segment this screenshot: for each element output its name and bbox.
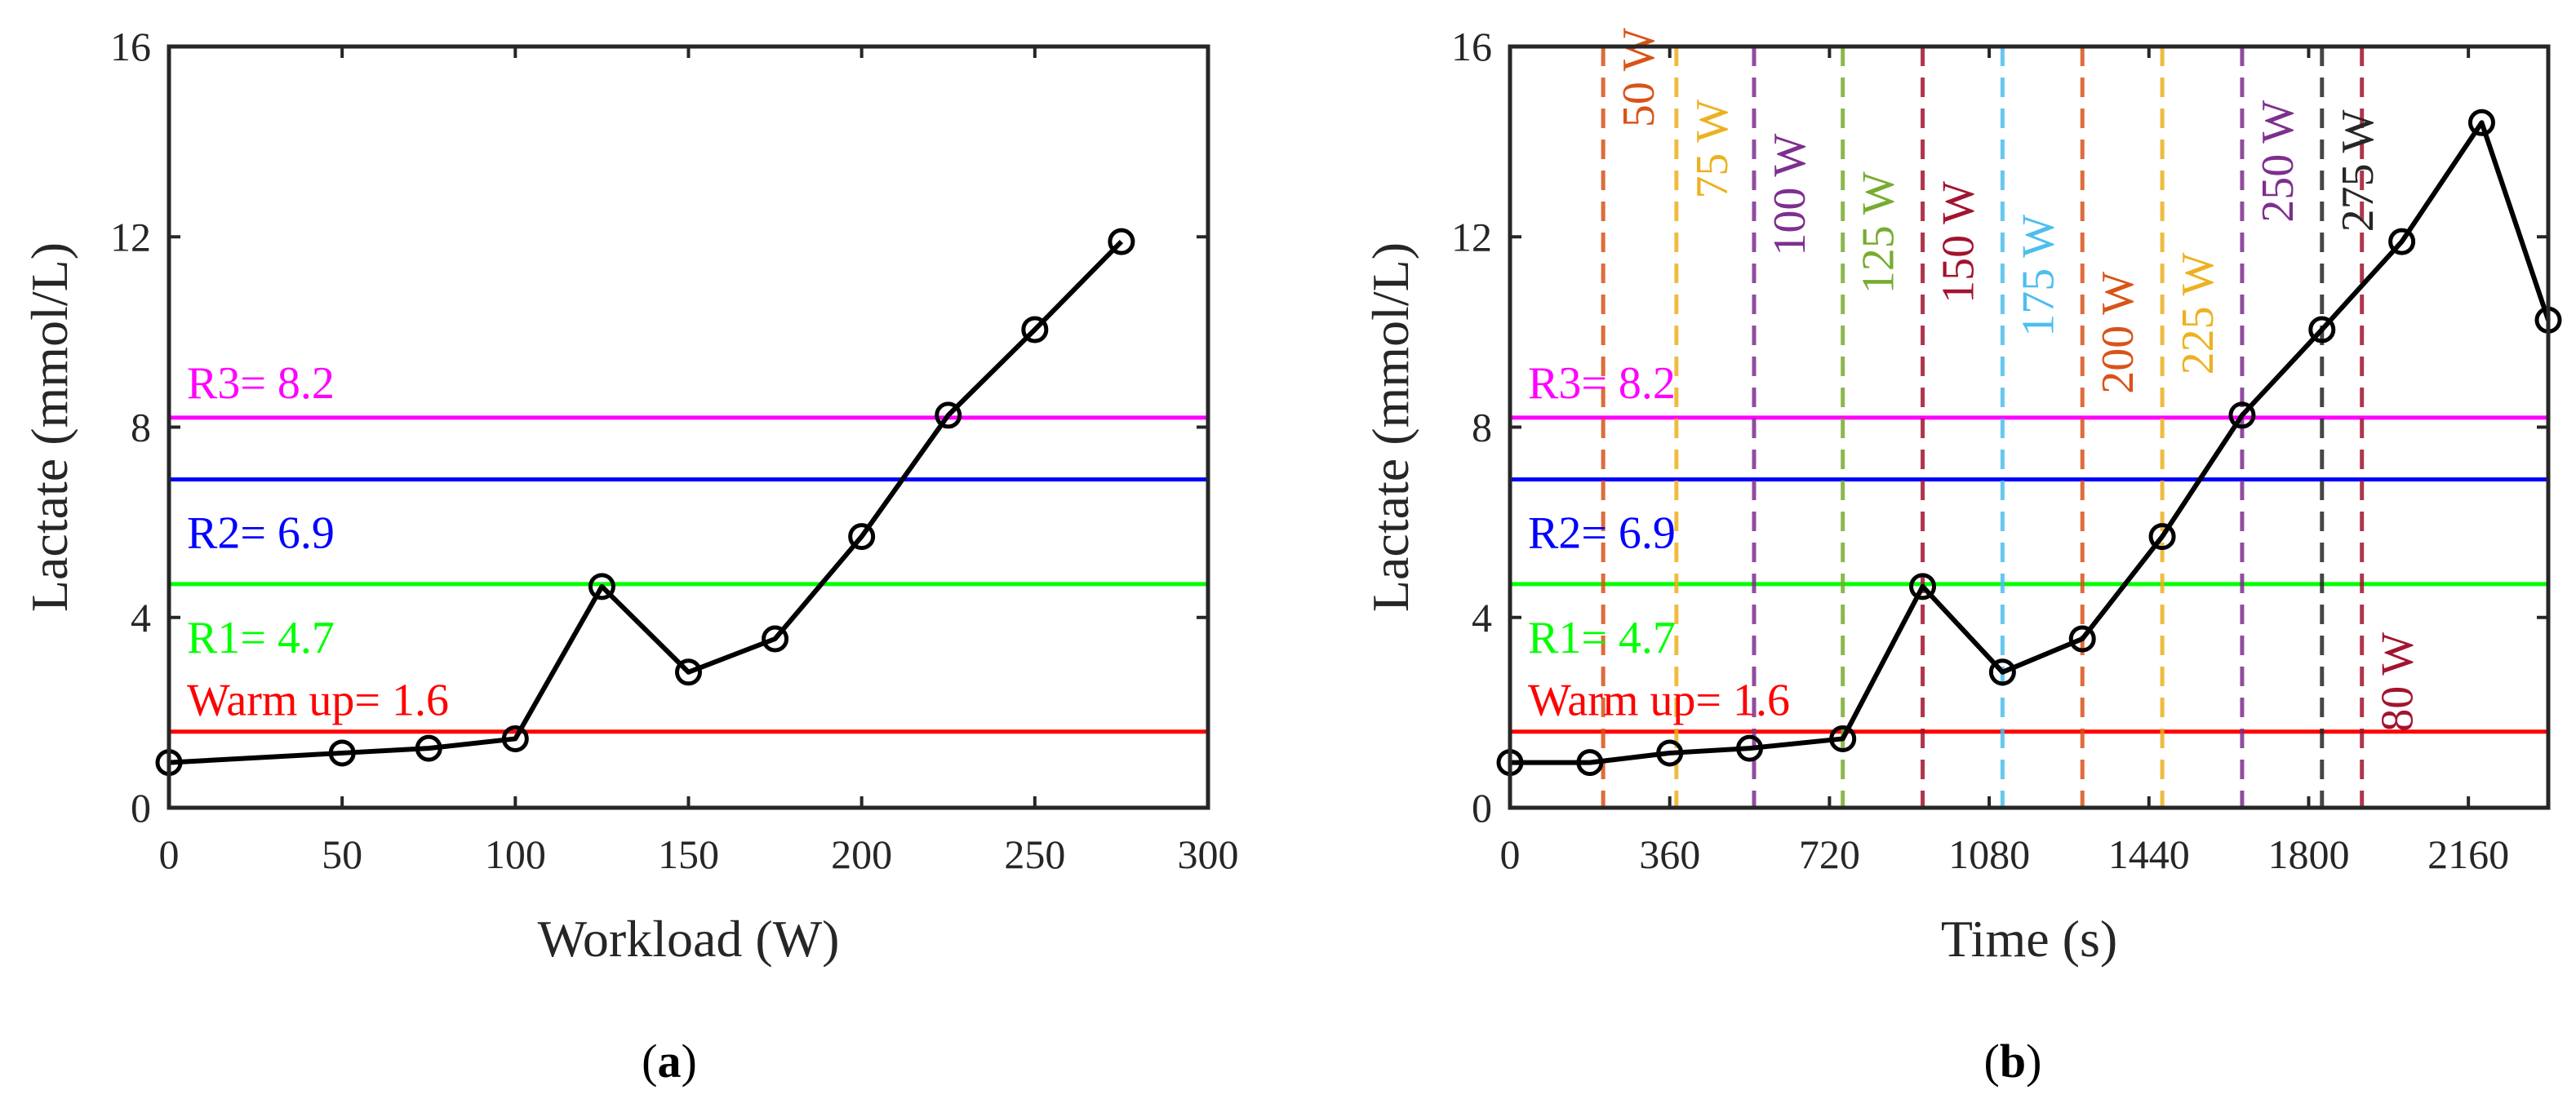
y-tick-label: 4 (131, 595, 151, 640)
reference-line-label: R1= 4.7 (187, 613, 335, 663)
y-tick-label: 0 (1472, 785, 1492, 831)
data-point (1656, 739, 1684, 767)
data-point (1021, 316, 1049, 343)
y-axis-label: Lactate (mmol/L) (1361, 242, 1419, 612)
stage-marker-label: 150 W (1934, 181, 1984, 304)
panel-label: (a) (642, 1035, 697, 1088)
reference-line-label: R2= 6.9 (1528, 508, 1676, 559)
y-axis-label: Lactate (mmol/L) (20, 242, 78, 612)
data-point (762, 625, 789, 653)
x-tick-label: 1080 (1948, 831, 2030, 877)
panel-label: (b) (1984, 1035, 2042, 1088)
data-point (501, 725, 529, 752)
x-tick-label: 150 (658, 831, 719, 877)
y-tick-label: 8 (1472, 405, 1492, 450)
y-tick-label: 16 (110, 24, 151, 69)
x-tick-label: 250 (1004, 831, 1065, 877)
reference-line-label: Warm up= 1.6 (187, 676, 449, 726)
data-point (935, 401, 962, 429)
x-axis-label: Time (s) (1941, 910, 2117, 968)
x-tick-label: 0 (159, 831, 180, 877)
chart-panel-b: R3= 8.2 R2= 6.9 R1= 4.7 Warm up= 1.6 50 W 75 … (1361, 24, 2562, 1088)
x-tick-label: 720 (1799, 831, 1860, 877)
y-tick-label: 12 (1451, 214, 1492, 259)
reference-line-label: R3= 8.2 (1528, 358, 1676, 409)
stage-marker-label: 125 W (1854, 171, 1904, 294)
data-point (675, 658, 702, 686)
stage-marker-label: 75 W (1687, 100, 1738, 199)
stage-marker-label: 80 W (2373, 632, 2423, 732)
x-tick-label: 0 (1500, 831, 1521, 877)
x-tick-label: 2160 (2427, 831, 2509, 877)
data-point (1988, 658, 2016, 686)
x-tick-label: 200 (831, 831, 892, 877)
stage-marker-label: 275 W (2333, 109, 2383, 232)
stage-marker-label: 250 W (2253, 100, 2303, 223)
data-point (2388, 228, 2416, 255)
data-point (1829, 725, 1857, 752)
stage-marker-label: 200 W (2093, 272, 2143, 394)
y-tick-label: 4 (1472, 595, 1492, 640)
data-point (588, 573, 615, 601)
stage-marker-label: 175 W (2013, 215, 2063, 337)
y-tick-label: 16 (1451, 24, 1492, 69)
data-point (2308, 316, 2336, 343)
y-tick-label: 0 (131, 785, 151, 831)
y-tick-label: 8 (131, 405, 151, 450)
data-point (2467, 109, 2495, 136)
x-axis-label: Workload (W) (538, 910, 840, 968)
data-point (2228, 401, 2256, 429)
reference-line-label: Warm up= 1.6 (1528, 676, 1790, 726)
reference-line-label: R1= 4.7 (1528, 613, 1676, 663)
reference-line-label: R2= 6.9 (187, 508, 335, 559)
chart-panel-a: R3= 8.2 R2= 6.9 R1= 4.7 Warm up= 1.6 0 50 100 1… (20, 24, 1239, 1088)
stage-marker-label: 225 W (2173, 252, 2223, 375)
stage-marker-label: 50 W (1614, 28, 1664, 127)
data-point (1576, 749, 1604, 777)
x-tick-label: 300 (1178, 831, 1239, 877)
data-point (848, 523, 876, 551)
data-point (328, 739, 356, 767)
data-point (415, 734, 442, 762)
x-tick-label: 100 (485, 831, 546, 877)
reference-line-label: R3= 8.2 (187, 358, 335, 409)
series-line (168, 239, 1124, 765)
data-point (1736, 734, 1764, 762)
x-tick-label: 1800 (2267, 831, 2349, 877)
y-tick-label: 12 (110, 214, 151, 259)
data-point (1108, 228, 1135, 255)
x-tick-label: 1440 (2108, 831, 2190, 877)
data-point (2148, 523, 2176, 551)
data-point (2068, 625, 2096, 653)
x-tick-label: 50 (322, 831, 362, 877)
data-point (1909, 573, 1937, 601)
x-tick-label: 360 (1639, 831, 1700, 877)
stage-marker-label: 100 W (1765, 134, 1815, 256)
